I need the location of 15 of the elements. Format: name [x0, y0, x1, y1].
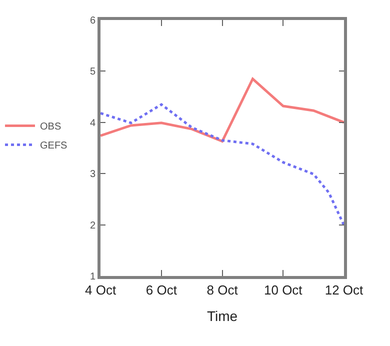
x-tick-label: 8 Oct — [206, 282, 238, 298]
x-tick-label: 4 Oct — [85, 282, 116, 298]
y-tick-label: 3 — [90, 169, 96, 180]
y-tick-label: 5 — [90, 66, 96, 78]
y-tick-label: 2 — [90, 220, 96, 232]
line-series — [100, 78, 344, 143]
x-tick-label: 6 Oct — [146, 282, 178, 298]
x-tick-label: 12 Oct — [324, 282, 364, 298]
x-axis-title: Time — [206, 308, 238, 324]
y-tick-label: 4 — [90, 118, 96, 129]
legend-label: OBS — [40, 122, 62, 133]
x-tick-label: 10 Oct — [264, 282, 303, 298]
y-tick-label: 6 — [90, 16, 96, 26]
legend-label: GEFS — [40, 140, 68, 152]
y-tick-label: 1 — [90, 272, 96, 282]
